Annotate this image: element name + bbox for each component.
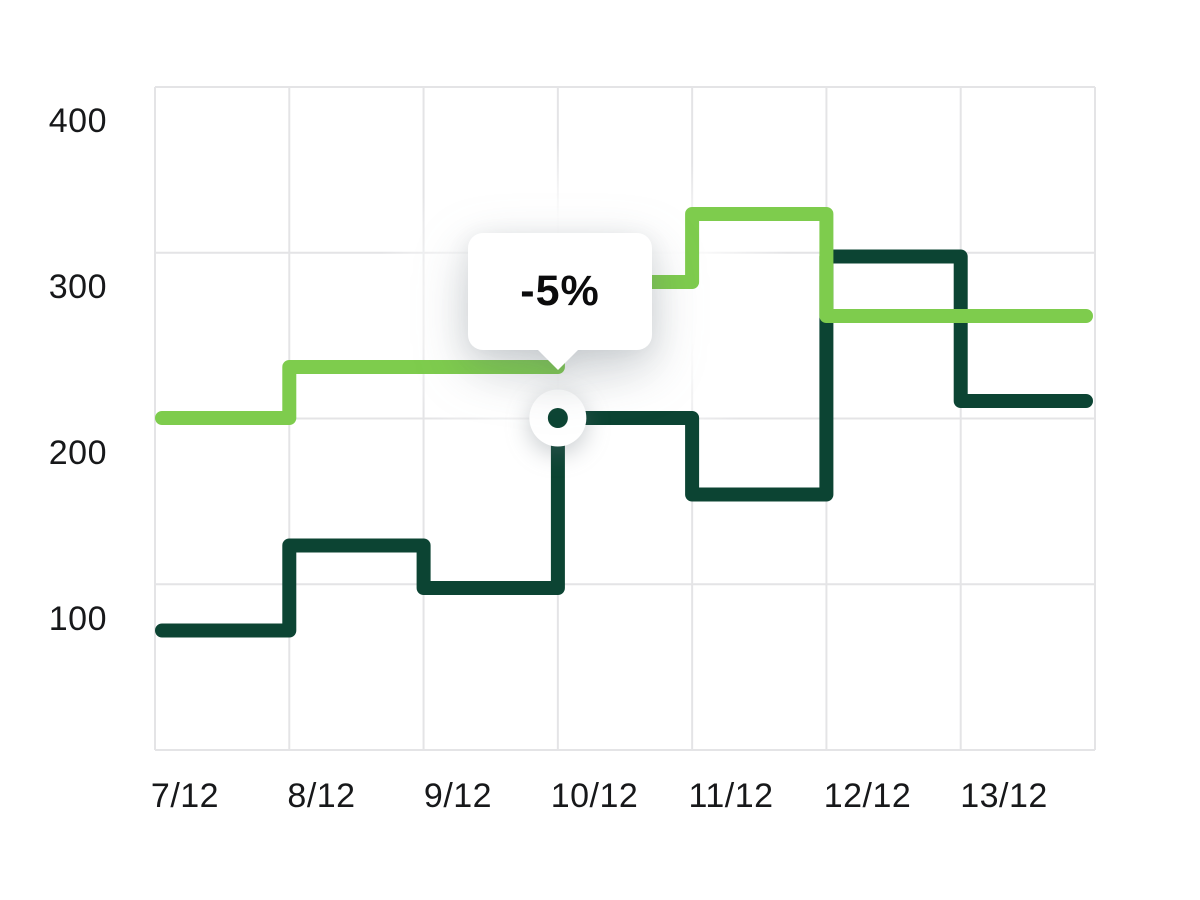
x-axis-tick-label: 9/12 xyxy=(424,777,492,815)
y-axis-tick-label: 200 xyxy=(49,434,107,472)
y-axis-tick-label: 300 xyxy=(49,268,107,306)
x-axis-tick-label: 8/12 xyxy=(287,777,355,815)
y-axis-tick-labels: 400 300 200 100 xyxy=(49,102,107,638)
tooltip-arrow-icon xyxy=(536,348,580,370)
y-axis-tick-label: 100 xyxy=(49,600,107,638)
y-axis-tick-label: 400 xyxy=(49,102,107,140)
x-axis-tick-label: 13/12 xyxy=(960,777,1048,815)
x-axis-tick-label: 10/12 xyxy=(551,777,639,815)
series-lower-dark-green-line[interactable] xyxy=(155,249,1093,638)
x-axis-tick-labels: 7/12 8/12 9/12 10/12 11/12 12/12 13/12 xyxy=(151,777,1048,815)
tooltip-bubble xyxy=(468,233,652,350)
tooltip-value: -5% xyxy=(520,267,599,315)
active-point-marker[interactable] xyxy=(529,389,587,447)
x-axis-tick-label: 12/12 xyxy=(824,777,912,815)
active-point-dot[interactable] xyxy=(547,408,568,428)
x-axis-tick-label: 7/12 xyxy=(151,777,219,815)
x-axis-tick-label: 11/12 xyxy=(688,777,773,815)
tooltip: -5% xyxy=(468,233,652,370)
